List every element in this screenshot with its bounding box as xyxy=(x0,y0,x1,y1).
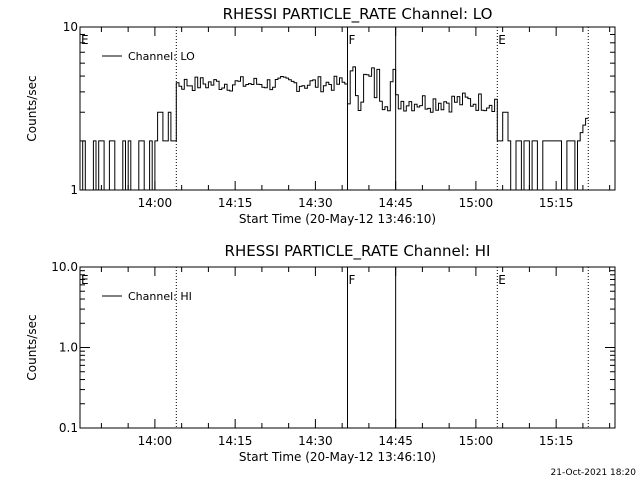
y-tick-label: 0.1 xyxy=(59,421,78,435)
x-axis-label: Start Time (20-May-12 13:46:10) xyxy=(239,212,436,226)
y-tick-label: 10.0 xyxy=(51,260,78,274)
chart-title: RHESSI PARTICLE_RATE Channel: LO xyxy=(223,5,493,24)
x-tick-label: 15:00 xyxy=(459,196,494,210)
series-line xyxy=(80,66,589,191)
x-tick-label: 15:00 xyxy=(459,434,494,448)
chart-panel-1: RHESSI PARTICLE_RATE Channel: LO Counts/s… xyxy=(25,5,616,226)
x-tick-label: 14:15 xyxy=(218,196,253,210)
y-axis-label: Counts/sec xyxy=(25,75,39,141)
x-tick-label: 14:45 xyxy=(378,196,413,210)
x-tick-label: 15:15 xyxy=(539,196,574,210)
x-tick-label: 14:30 xyxy=(298,434,333,448)
event-label: E xyxy=(498,33,506,47)
chart-panel-2: RHESSI PARTICLE_RATE Channel: HI Counts/s… xyxy=(25,242,616,464)
legend-label: Channel: HI xyxy=(128,290,192,303)
x-tick-label: 14:30 xyxy=(298,196,333,210)
y-tick-label: 10 xyxy=(63,20,78,34)
event-label: F xyxy=(349,33,356,47)
x-tick-label: 14:15 xyxy=(218,434,253,448)
footer-timestamp: 21-Oct-2021 18:20 xyxy=(551,468,637,478)
y-axis-label: Counts/sec xyxy=(25,314,39,380)
event-label: E xyxy=(81,33,89,47)
y-tick-label: 1.0 xyxy=(59,341,78,355)
event-label: E xyxy=(81,273,89,287)
x-tick-label: 14:00 xyxy=(138,196,173,210)
y-tick-label: 1 xyxy=(70,183,78,197)
x-tick-label: 14:00 xyxy=(138,434,173,448)
event-label: E xyxy=(498,273,506,287)
chart-title: RHESSI PARTICLE_RATE Channel: HI xyxy=(225,242,491,261)
x-tick-label: 14:45 xyxy=(378,434,413,448)
event-label: F xyxy=(349,273,356,287)
legend-label: Channel: LO xyxy=(128,50,195,63)
x-axis-label: Start Time (20-May-12 13:46:10) xyxy=(239,450,436,464)
x-tick-label: 15:15 xyxy=(539,434,574,448)
